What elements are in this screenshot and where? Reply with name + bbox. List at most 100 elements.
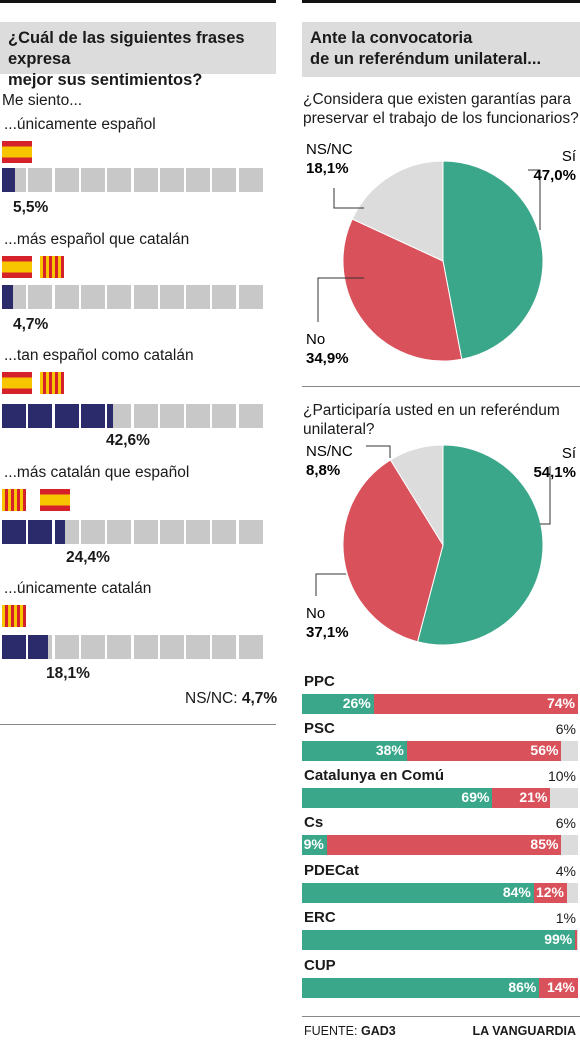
bar-segment-empty [186, 404, 211, 428]
pie-label: No [306, 605, 325, 622]
footer-source: FUENTE: GAD3 [304, 1024, 396, 1038]
bar-segment-no [575, 930, 578, 950]
footer-source-value: GAD3 [360, 1024, 396, 1038]
question-1-line1: ¿Considera que existen garantías para [303, 91, 571, 108]
question-1: ¿Considera que existen garantías para pr… [303, 90, 579, 128]
bar-segment-filled [2, 168, 16, 192]
identity-option-label: ...más español que catalán [4, 231, 190, 248]
bar-segment-empty [107, 285, 132, 309]
left-bottom-rule [0, 724, 276, 725]
pie-value-label: 47,0% [533, 167, 576, 184]
bar-segment-filled [54, 520, 66, 544]
bar-segment-no [539, 978, 578, 998]
identity-value-label: 42,6% [106, 432, 150, 449]
nsnc-label: NS/NC: [185, 690, 238, 707]
pie-label: NS/NC [306, 443, 353, 460]
party-stacked-bar: 69% 21% [302, 788, 578, 808]
pie-value-label: 54,1% [533, 464, 576, 481]
intro-text: Me siento... [2, 92, 83, 109]
party-stacked-bar: 86% 14% [302, 978, 578, 998]
pie-leader-line [317, 277, 364, 322]
footer-rule [302, 1016, 580, 1017]
bar-segment-yes [302, 978, 540, 998]
bar-label-yes: 86% [508, 979, 537, 995]
pie-slice-s [416, 444, 544, 646]
catalan-flag-icon [2, 489, 26, 511]
right-title-line1: Ante la convocatoria [310, 29, 473, 47]
identity-value-label: 24,4% [66, 549, 110, 566]
footer-brand: LA VANGUARDIA [472, 1024, 576, 1038]
bar-segment-yes [302, 883, 534, 903]
identity-value-label: 5,5% [13, 199, 49, 216]
left-top-rule [0, 0, 276, 3]
left-header: ¿Cuál de las siguientes frases expresa m… [0, 22, 276, 89]
party-name: ERC [304, 909, 336, 926]
party-nsnc-value: 6% [555, 815, 576, 831]
identity-option-label: ...únicamente catalán [4, 580, 152, 597]
bar-segment-empty [80, 168, 105, 192]
bar-segment-empty [212, 404, 237, 428]
bar-segment-empty [159, 520, 184, 544]
bar-label-yes: 38% [375, 742, 404, 758]
pie-chart-1: Sí 47,0% No 34,9% NS/NC 18,1% [306, 141, 577, 367]
nsnc-value: 4,7% [241, 690, 278, 707]
party-nsnc-value: 10% [547, 768, 576, 784]
pie-leader-line [333, 188, 364, 209]
bar-segment-filled [107, 404, 114, 428]
spanish-flag-icon [2, 372, 32, 394]
bar-segment-empty [80, 285, 105, 309]
bar-segment-empty [186, 168, 211, 192]
bar-segment-no [326, 835, 562, 855]
party-name: CUP [304, 957, 336, 974]
catalan-flag-icon [2, 605, 26, 627]
bar-segment-no [373, 694, 578, 714]
right-top-rule [302, 0, 580, 3]
question-2-line2: unilateral? [303, 421, 375, 438]
party-name: PDECat [304, 862, 360, 879]
bar-segment-empty [186, 635, 211, 659]
bar-segment-no [492, 788, 551, 808]
bar-segment-yes [302, 835, 327, 855]
party-name: PPC [304, 673, 335, 690]
bar-label-no: 74% [546, 695, 575, 711]
pie-chart-2: Sí 54,1% No 37,1% NS/NC 8,8% [306, 443, 577, 646]
bar-segment-empty [133, 285, 158, 309]
bar-segment-empty [80, 635, 105, 659]
spanish-flag-icon [2, 256, 32, 278]
identity-option-label: ...tan español como catalán [4, 347, 194, 364]
bar-segment-no [406, 741, 562, 761]
party-nsnc-value: 1% [555, 910, 576, 926]
party-stacked-bar: 99% [302, 930, 578, 950]
bar-segment-filled [80, 404, 105, 428]
bar-segment-yes [302, 788, 493, 808]
pie-value-label: 8,8% [306, 462, 340, 479]
pie-label: No [306, 331, 325, 348]
bar-segment-empty [212, 168, 237, 192]
left-title-line1: ¿Cuál de las siguientes frases expresa [8, 29, 245, 68]
spanish-flag-icon [2, 141, 32, 163]
catalan-flag-icon [40, 372, 64, 394]
spanish-flag-icon [40, 489, 70, 511]
pie-slice-no [342, 218, 463, 362]
identity-value-label: 4,7% [13, 316, 49, 333]
bar-label-yes: 26% [342, 695, 371, 711]
pie-value-label: 34,9% [306, 350, 349, 367]
party-name: Catalunya en Comú [304, 767, 445, 784]
pie-slice-nsnc [389, 444, 444, 547]
pie-label: Sí [562, 445, 577, 462]
bar-segment-empty [28, 285, 53, 309]
right-title-line2: de un referéndum unilateral... [310, 50, 542, 68]
right-mid-rule [302, 386, 580, 387]
nsnc-row: NS/NC: 4,7% [185, 690, 277, 708]
pie-label: Sí [562, 148, 577, 165]
bar-segment-empty [159, 168, 184, 192]
bar-segment-filled [28, 404, 53, 428]
bar-label-no: 85% [530, 836, 559, 852]
bar-segment-empty [107, 635, 132, 659]
bar-segment-filled [28, 520, 53, 544]
bar-segment-empty [238, 404, 263, 428]
bar-label-yes: 69% [461, 789, 490, 805]
bar-label-yes: 99% [544, 931, 573, 947]
pie-leader-line [540, 466, 551, 525]
bar-segment-empty [80, 520, 105, 544]
